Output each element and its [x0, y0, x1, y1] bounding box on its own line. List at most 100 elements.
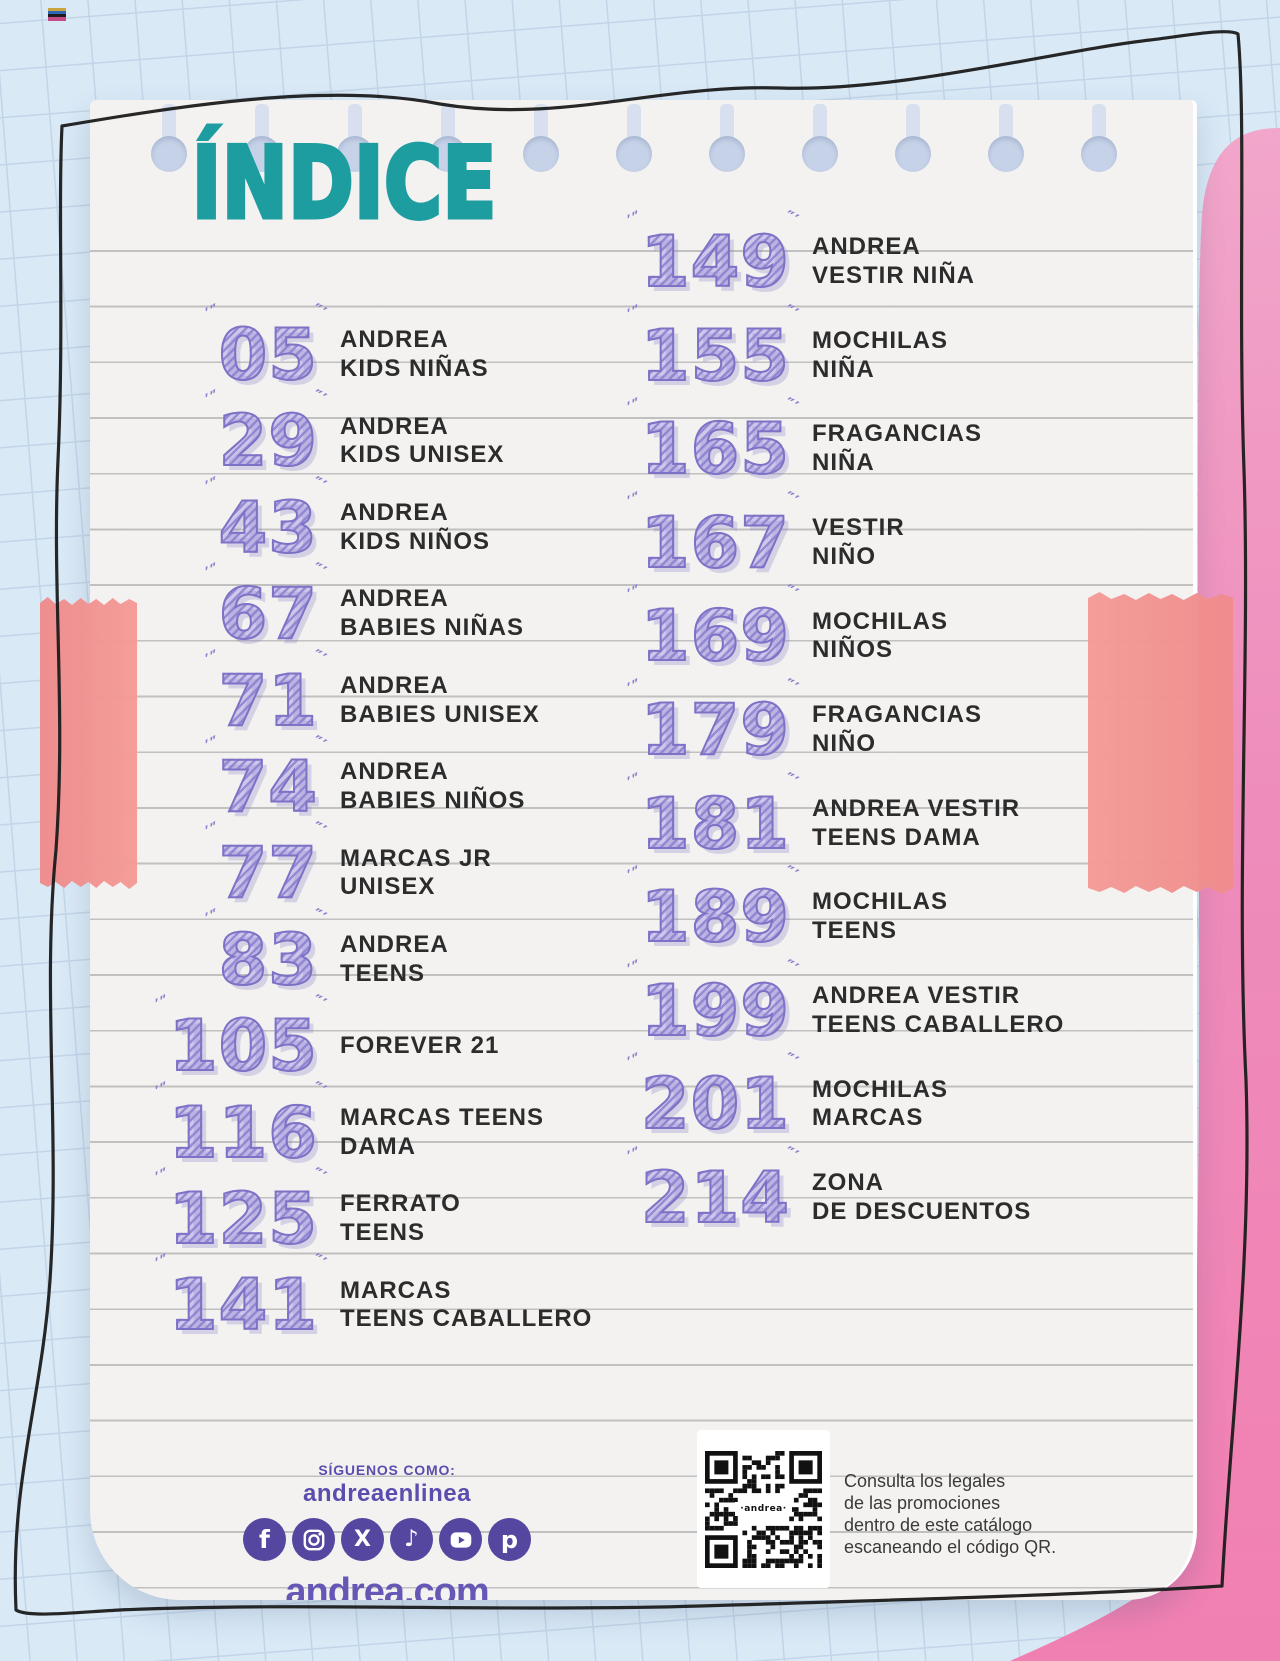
section-label: ANDREA VESTIR NIÑA	[812, 233, 976, 289]
spiral-hole	[615, 104, 653, 176]
index-entry-201[interactable]: 201 MOCHILAS MARCAS	[640, 1068, 948, 1140]
section-label: ANDREA VESTIR TEENS CABALLERO	[812, 982, 1065, 1038]
hole-ring	[802, 136, 838, 172]
page-number: 71	[218, 665, 318, 737]
index-entry-67[interactable]: 67 ANDREA BABIES NIÑAS	[178, 578, 524, 650]
index-entry-199[interactable]: 199 ANDREA VESTIR TEENS CABALLERO	[640, 975, 1065, 1047]
spiral-hole	[801, 104, 839, 176]
page-number: 43	[218, 492, 318, 564]
spiral-hole	[522, 104, 560, 176]
index-entry-189[interactable]: 189 MOCHILAS TEENS	[640, 881, 948, 953]
page-number: 169	[640, 600, 790, 672]
page-number: 77	[218, 837, 318, 909]
section-label: ANDREA BABIES UNISEX	[340, 671, 540, 728]
qr-code[interactable]: ·andrea·	[697, 1430, 830, 1588]
page-number: 141	[168, 1269, 318, 1341]
index-entry-165[interactable]: 165 FRAGANCIAS NIÑA	[640, 413, 982, 485]
washi-tape-right	[1088, 592, 1233, 894]
washi-tape-left	[40, 597, 137, 889]
index-entry-77[interactable]: 77 MARCAS JR UNISEX	[178, 837, 492, 909]
spiral-hole	[987, 104, 1025, 176]
hole-ring	[895, 136, 931, 172]
section-label: ANDREA BABIES NIÑOS	[340, 758, 526, 814]
index-entry-214[interactable]: 214 ZONA DE DESCUENTOS	[640, 1162, 1032, 1234]
section-label: ANDREA TEENS	[340, 931, 449, 987]
page-number: 167	[640, 507, 790, 579]
section-label: ANDREA KIDS UNISEX	[340, 412, 505, 469]
index-entry-83[interactable]: 83 ANDREA TEENS	[178, 924, 449, 996]
page-number: 179	[640, 694, 790, 766]
section-label: ZONA DE DESCUENTOS	[812, 1169, 1032, 1225]
page-number: 105	[168, 1010, 318, 1082]
hole-ring	[523, 136, 559, 172]
section-label: ANDREA KIDS NIÑAS	[340, 326, 489, 382]
index-entry-74[interactable]: 74 ANDREA BABIES NIÑOS	[178, 751, 525, 823]
page-number: 83	[218, 924, 318, 996]
page-number: 155	[640, 320, 790, 392]
index-entry-179[interactable]: 179 FRAGANCIAS NIÑO	[640, 694, 982, 766]
follow-us-label: SÍGUENOS COMO:	[318, 1462, 456, 1478]
website-link[interactable]: andrea.com	[285, 1571, 489, 1600]
section-label: MOCHILAS MARCAS	[812, 1075, 948, 1132]
section-label: FERRATO TEENS	[340, 1190, 461, 1246]
spiral-hole	[150, 104, 188, 176]
social-youtube-icon[interactable]	[439, 1518, 482, 1561]
page-number: 201	[640, 1068, 790, 1140]
index-entry-05[interactable]: 05 ANDREA KIDS NIÑAS	[178, 319, 489, 391]
spiral-hole	[708, 104, 746, 176]
section-label: MARCAS JR UNISEX	[340, 844, 492, 901]
section-label: FRAGANCIAS NIÑO	[812, 701, 982, 757]
page-number: 189	[640, 881, 790, 953]
page-number: 181	[640, 788, 790, 860]
hole-ring	[709, 136, 745, 172]
index-entry-155[interactable]: 155 MOCHILAS NIÑA	[640, 320, 948, 392]
index-entry-149[interactable]: 149 ANDREA VESTIR NIÑA	[640, 226, 976, 298]
index-entry-169[interactable]: 169 MOCHILAS NIÑOS	[640, 600, 948, 672]
page-number: 29	[218, 405, 318, 477]
social-block: SÍGUENOS COMO: andreaenlinea f X ♪ p andrea…	[187, 1462, 587, 1600]
index-entry-116[interactable]: 116 MARCAS TEENS DAMA	[168, 1097, 544, 1169]
page-number: 116	[168, 1097, 318, 1169]
page-number: 125	[168, 1183, 318, 1255]
page-number: 67	[218, 578, 318, 650]
page-number: 74	[218, 751, 318, 823]
section-label: FRAGANCIAS NIÑA	[812, 420, 982, 477]
spiral-hole	[894, 104, 932, 176]
notebook-page: ÍNDICE 05 ANDREA KIDS NIÑAS 29 ANDREA KIDS …	[90, 100, 1197, 1600]
section-label: ANDREA BABIES NIÑAS	[340, 585, 525, 642]
spiral-hole	[1080, 104, 1118, 176]
page-title: ÍNDICE	[190, 125, 498, 244]
index-entry-43[interactable]: 43 ANDREA KIDS NIÑOS	[178, 492, 490, 564]
hole-ring	[1081, 136, 1117, 172]
index-entry-167[interactable]: 167 VESTIR NIÑO	[640, 507, 905, 579]
section-label: MOCHILAS TEENS	[812, 888, 948, 945]
index-entry-71[interactable]: 71 ANDREA BABIES UNISEX	[178, 665, 540, 737]
social-tiktok-icon[interactable]: ♪	[390, 1518, 433, 1561]
index-entry-29[interactable]: 29 ANDREA KIDS UNISEX	[178, 405, 504, 477]
page-number: 149	[640, 226, 790, 298]
section-label: FOREVER 21	[340, 1031, 500, 1059]
hole-ring	[616, 136, 652, 172]
page-number: 165	[640, 413, 790, 485]
print-color-bar	[48, 8, 66, 21]
social-facebook-icon[interactable]: f	[243, 1518, 286, 1561]
social-handle: andreaenlinea	[303, 1480, 471, 1507]
section-label: ANDREA VESTIR TEENS DAMA	[812, 794, 1021, 851]
index-entry-105[interactable]: 105 FOREVER 21	[168, 1010, 500, 1082]
social-pinterest-icon[interactable]: p	[488, 1518, 531, 1561]
qr-legal-text: Consulta los legales de las promociones …	[844, 1471, 1057, 1558]
social-x-icon[interactable]: X	[341, 1518, 384, 1561]
index-entry-141[interactable]: 141 MARCAS TEENS CABALLERO	[168, 1269, 593, 1341]
hole-ring	[151, 136, 187, 172]
social-icons-row: f X ♪ p	[187, 1518, 587, 1561]
social-instagram-icon[interactable]	[292, 1518, 335, 1561]
page-number: 05	[218, 319, 318, 391]
index-entry-125[interactable]: 125 FERRATO TEENS	[168, 1183, 461, 1255]
index-entry-181[interactable]: 181 ANDREA VESTIR TEENS DAMA	[640, 788, 1021, 860]
section-label: MARCAS TEENS CABALLERO	[340, 1276, 593, 1333]
section-label: MOCHILAS NIÑA	[812, 326, 948, 383]
section-label: VESTIR NIÑO	[812, 514, 905, 570]
page-number: 214	[640, 1162, 790, 1234]
hole-ring	[988, 136, 1024, 172]
